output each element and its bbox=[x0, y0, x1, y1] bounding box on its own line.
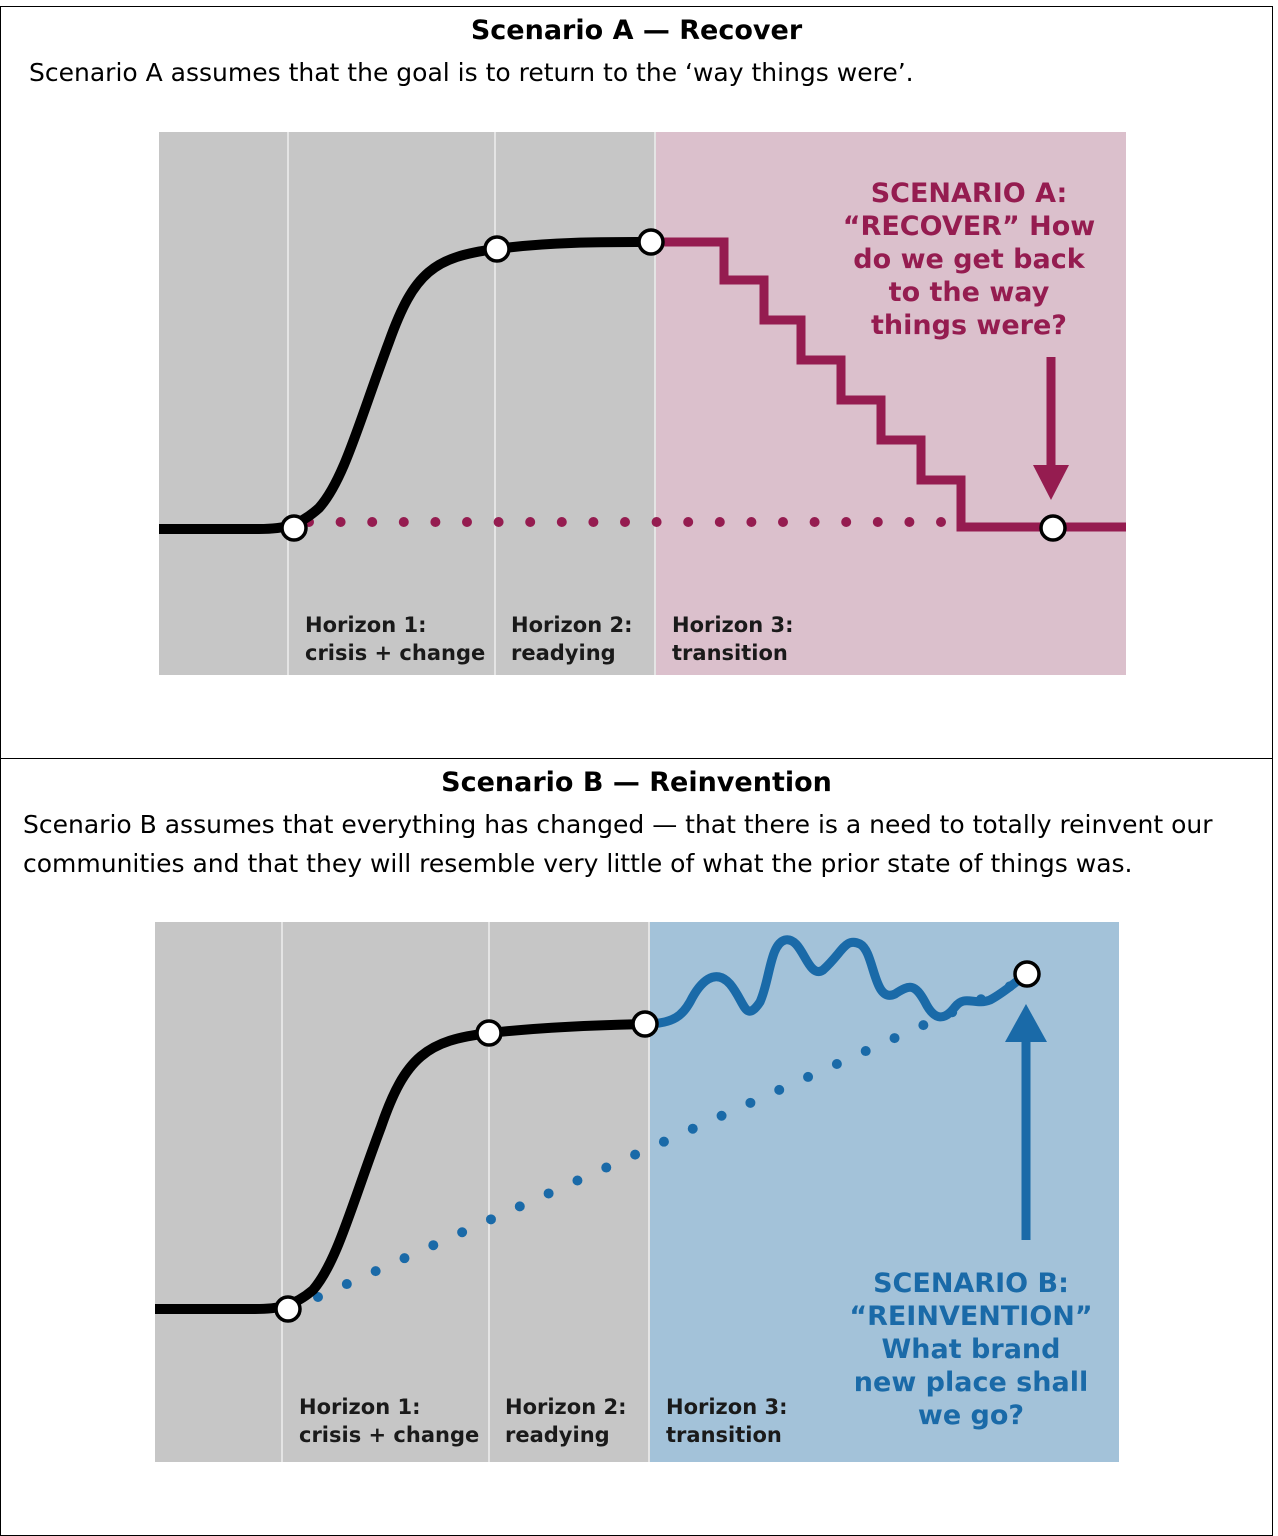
horizon-1-sublabel: crisis + change bbox=[299, 1423, 479, 1447]
horizon-2-sublabel: readying bbox=[511, 641, 616, 665]
horizon-3-label: Horizon 3: bbox=[666, 1395, 787, 1419]
callout-line: SCENARIO B: bbox=[873, 1268, 1069, 1299]
scenario-a-figure: SCENARIO A: “RECOVER” How do we get back… bbox=[159, 132, 1126, 675]
milestone-node bbox=[274, 1295, 302, 1323]
callout-line: “REINVENTION” bbox=[849, 1301, 1092, 1332]
horizon-1-label: Horizon 1: bbox=[305, 613, 426, 637]
horizon-1-sublabel: crisis + change bbox=[305, 641, 485, 665]
rising-dotted-line bbox=[313, 979, 1020, 1302]
scenario-b-diagram: SCENARIO B: “REINVENTION” What brand new… bbox=[155, 922, 1119, 1462]
milestone-node bbox=[483, 235, 511, 263]
scenario-b-cell: Scenario B — Reinvention Scenario B assu… bbox=[1, 759, 1272, 1535]
horizon-1-label: Horizon 1: bbox=[299, 1395, 420, 1419]
milestone-node bbox=[631, 1010, 659, 1038]
callout-line: “RECOVER” How bbox=[843, 211, 1095, 242]
callout-line: SCENARIO A: bbox=[871, 178, 1068, 209]
horizon-3-label: Horizon 3: bbox=[672, 613, 793, 637]
callout-line: What brand bbox=[882, 1334, 1061, 1365]
milestone-node bbox=[1013, 960, 1041, 988]
scenario-b-title: Scenario B — Reinvention bbox=[441, 767, 832, 798]
horizon-labels: Horizon 1: crisis + change Horizon 2: re… bbox=[305, 613, 793, 665]
horizon-2-label: Horizon 2: bbox=[505, 1395, 626, 1419]
horizon-3-zone bbox=[649, 922, 1119, 1462]
s-curve-line bbox=[155, 1019, 646, 1314]
callout-line: to the way bbox=[889, 277, 1050, 308]
horizon-3-sublabel: transition bbox=[672, 641, 788, 665]
horizon-2-sublabel: readying bbox=[505, 1423, 610, 1447]
horizon-2-label: Horizon 2: bbox=[511, 613, 632, 637]
scenario-b-figure: SCENARIO B: “REINVENTION” What brand new… bbox=[155, 922, 1119, 1462]
up-arrow-icon bbox=[1005, 1004, 1047, 1042]
milestone-node bbox=[637, 228, 665, 256]
callout-line: do we get back bbox=[853, 244, 1085, 275]
s-curve-line bbox=[159, 237, 652, 534]
callout-line: we go? bbox=[918, 1400, 1024, 1431]
horizon-labels: Horizon 1: crisis + change Horizon 2: re… bbox=[299, 1395, 787, 1447]
down-arrow-icon bbox=[1033, 465, 1069, 500]
horizon-3-sublabel: transition bbox=[666, 1423, 782, 1447]
scenario-a-description: Scenario A assumes that the goal is to r… bbox=[29, 58, 914, 87]
callout-line: things were? bbox=[871, 310, 1067, 341]
scenario-a-title: Scenario A — Recover bbox=[470, 15, 803, 46]
scenario-table: Scenario A — Recover Scenario A assumes … bbox=[0, 6, 1273, 1536]
callout-line: new place shall bbox=[854, 1367, 1088, 1398]
milestone-node bbox=[280, 514, 308, 542]
milestone-node bbox=[1039, 514, 1067, 542]
scenario-b-description: Scenario B assumes that everything has c… bbox=[23, 810, 1213, 878]
scenario-b-callout: SCENARIO B: “REINVENTION” What brand new… bbox=[849, 1268, 1092, 1431]
milestone-node bbox=[475, 1019, 503, 1047]
reinvention-wavy-line bbox=[644, 935, 1030, 1029]
scenario-a-callout: SCENARIO A: “RECOVER” How do we get back… bbox=[843, 178, 1095, 341]
recover-staircase-line bbox=[651, 237, 1126, 532]
scenario-a-diagram: SCENARIO A: “RECOVER” How do we get back… bbox=[159, 132, 1126, 675]
scenario-a-cell: Scenario A — Recover Scenario A assumes … bbox=[1, 7, 1272, 759]
